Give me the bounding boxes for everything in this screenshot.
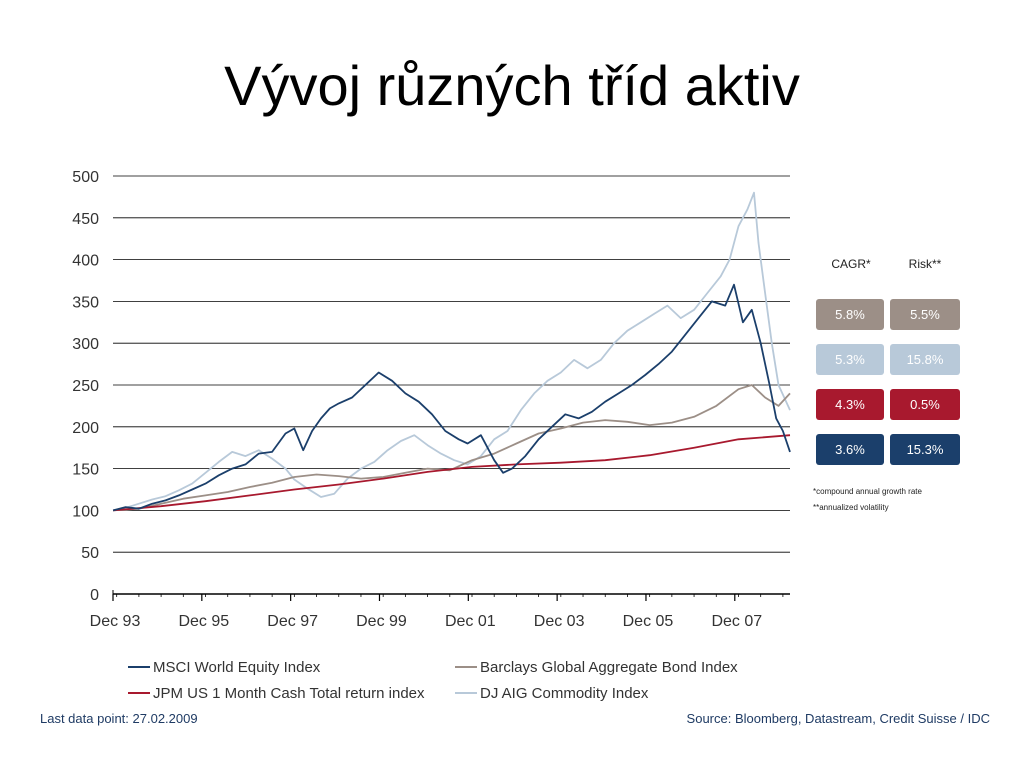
x-tick-label: Dec 07 bbox=[711, 613, 762, 630]
y-tick-label: 400 bbox=[72, 253, 99, 270]
series-line-2 bbox=[113, 434, 791, 512]
y-tick-label: 450 bbox=[72, 211, 99, 228]
grid-layer bbox=[113, 175, 790, 595]
x-tick-label: Dec 05 bbox=[623, 613, 674, 630]
legend-label: DJ AIG Commodity Index bbox=[480, 685, 649, 702]
axis-layer: 0 50 100 150 200 250 300 350 400 450 500 Dec 93 Dec … bbox=[72, 169, 790, 630]
risk-badge bbox=[890, 389, 960, 420]
risk-badge bbox=[890, 344, 960, 375]
x-tick-label: Dec 97 bbox=[267, 613, 318, 630]
risk-value: 0.5% bbox=[910, 397, 940, 412]
y-tick-label: 500 bbox=[72, 169, 99, 186]
side-panel: CAGR* Risk** 5.8% 5.5% 5.3% 15.8% 4.3% 0.5% 3.6%… bbox=[813, 257, 960, 512]
series-line-0 bbox=[112, 191, 791, 512]
y-tick-label: 300 bbox=[72, 336, 99, 353]
cagr-badge bbox=[816, 299, 884, 330]
cagr-value: 5.8% bbox=[835, 307, 865, 322]
x-tick-label: Dec 03 bbox=[534, 613, 585, 630]
footer-source: Source: Bloomberg, Datastream, Credit Su… bbox=[686, 711, 990, 726]
cagr-footnote: *compound annual growth rate bbox=[813, 487, 923, 496]
risk-badge bbox=[890, 299, 960, 330]
x-tick-label: Dec 99 bbox=[356, 613, 407, 630]
y-tick-label: 250 bbox=[72, 378, 99, 395]
series-line-3 bbox=[112, 283, 791, 512]
risk-header: Risk** bbox=[909, 257, 942, 271]
y-tick-label: 150 bbox=[72, 462, 99, 479]
y-tick-label: 200 bbox=[72, 420, 99, 437]
cagr-value: 5.3% bbox=[835, 352, 865, 367]
risk-badge bbox=[890, 434, 960, 465]
y-tick-label: 350 bbox=[72, 294, 99, 311]
legend-label: MSCI World Equity Index bbox=[153, 659, 321, 676]
legend-label: JPM US 1 Month Cash Total return index bbox=[153, 685, 425, 702]
x-tick-label: Dec 01 bbox=[445, 613, 496, 630]
cagr-header: CAGR* bbox=[831, 257, 871, 271]
x-tick-label: Dec 95 bbox=[178, 613, 229, 630]
risk-footnote: **annualized volatility bbox=[813, 503, 889, 512]
risk-value: 15.8% bbox=[907, 352, 944, 367]
cagr-badge bbox=[816, 389, 884, 420]
y-tick-label: 50 bbox=[81, 545, 99, 562]
footer-last-data-point: Last data point: 27.02.2009 bbox=[40, 711, 198, 726]
x-tick-label: Dec 93 bbox=[90, 613, 141, 630]
cagr-value: 3.6% bbox=[835, 442, 865, 457]
cagr-badge bbox=[816, 434, 884, 465]
series-layer bbox=[112, 191, 791, 512]
cagr-badge bbox=[816, 344, 884, 375]
series-line-1 bbox=[113, 384, 791, 512]
risk-value: 15.3% bbox=[907, 442, 944, 457]
risk-value: 5.5% bbox=[910, 307, 940, 322]
y-tick-label: 0 bbox=[90, 587, 99, 604]
y-tick-label: 100 bbox=[72, 503, 99, 520]
slide-title: Vývoj různých tříd aktiv bbox=[224, 54, 800, 117]
legend: MSCI World Equity Index Barclays Global A… bbox=[128, 659, 738, 702]
legend-label: Barclays Global Aggregate Bond Index bbox=[480, 659, 738, 676]
cagr-value: 4.3% bbox=[835, 397, 865, 412]
